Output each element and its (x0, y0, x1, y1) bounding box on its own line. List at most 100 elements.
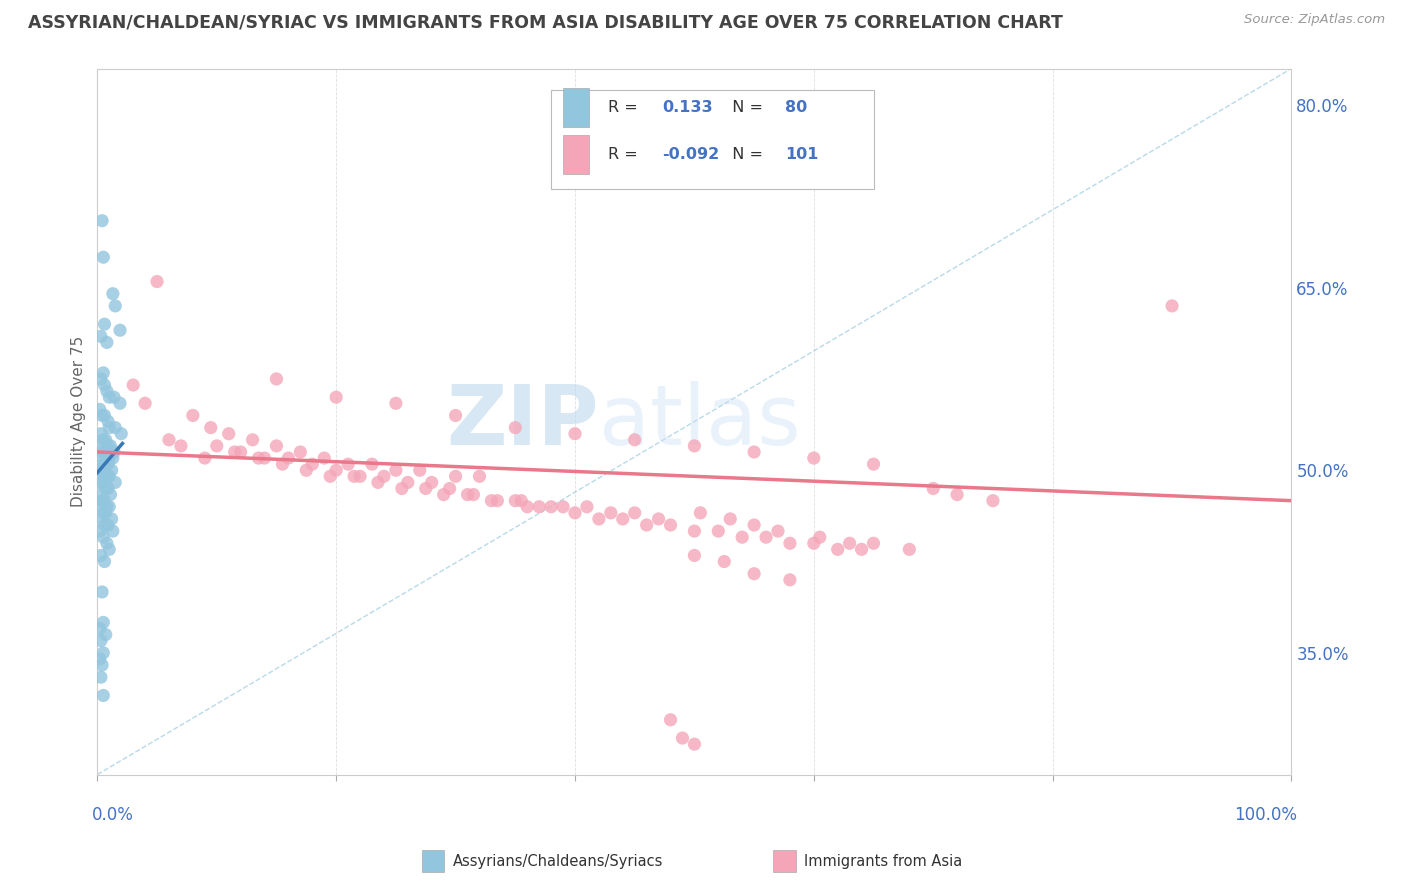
Point (683, 737, 706, 751)
Point (224, 445, 246, 459)
Point (94, 457, 117, 471)
Point (94, 627, 117, 641)
Point (91, 475, 114, 490)
Point (181, 409, 204, 423)
Point (803, 536, 825, 550)
Point (827, 542, 849, 557)
Point (486, 493, 509, 508)
Text: atlas: atlas (599, 381, 800, 462)
Point (94, 433, 117, 447)
Point (229, 445, 252, 459)
Point (91, 457, 114, 471)
Point (89, 524, 111, 538)
Point (89, 402, 111, 417)
Point (731, 530, 754, 544)
Point (361, 457, 384, 471)
Point (97, 439, 120, 453)
Point (247, 451, 270, 466)
Point (898, 542, 921, 557)
Point (266, 372, 288, 386)
Point (683, 549, 706, 563)
Point (91, 463, 114, 477)
Point (433, 487, 456, 501)
Text: -0.092: -0.092 (662, 147, 720, 161)
Point (91, 445, 114, 459)
Point (510, 493, 533, 508)
Point (808, 530, 831, 544)
Point (91, 530, 114, 544)
Point (89, 463, 111, 477)
Point (104, 299, 127, 313)
Point (104, 475, 127, 490)
Point (862, 457, 884, 471)
Point (671, 731, 693, 745)
Point (564, 426, 586, 441)
Point (89, 652, 111, 666)
Point (718, 512, 741, 526)
Point (659, 518, 682, 533)
Point (946, 487, 969, 501)
Point (385, 463, 408, 477)
Point (90, 372, 112, 386)
Point (439, 482, 461, 496)
Point (205, 439, 228, 453)
Point (766, 524, 789, 538)
Point (91, 646, 114, 660)
Point (91, 250, 114, 264)
Point (97, 482, 120, 496)
Point (851, 542, 873, 557)
Point (146, 275, 169, 289)
Point (516, 500, 538, 514)
Point (803, 451, 825, 466)
Point (290, 445, 312, 459)
FancyBboxPatch shape (562, 88, 589, 128)
Point (100, 512, 122, 526)
Point (91, 213, 114, 227)
Point (96, 469, 118, 483)
Point (96, 536, 118, 550)
Point (373, 469, 395, 483)
Point (444, 409, 467, 423)
Point (325, 463, 347, 477)
Point (100, 487, 122, 501)
Point (266, 439, 288, 453)
Point (110, 426, 132, 441)
Point (94, 506, 117, 520)
Point (90, 451, 112, 466)
Point (93, 493, 115, 508)
Point (540, 500, 562, 514)
Point (564, 506, 586, 520)
Point (98, 451, 121, 466)
Point (463, 487, 485, 501)
Point (90, 633, 112, 648)
Point (481, 493, 503, 508)
Point (623, 433, 645, 447)
Point (396, 475, 419, 490)
Point (218, 426, 240, 441)
Text: 100.0%: 100.0% (1234, 806, 1298, 824)
Point (391, 482, 413, 496)
Point (575, 500, 598, 514)
Point (93, 555, 115, 569)
Point (713, 555, 735, 569)
Point (96, 451, 118, 466)
Point (104, 420, 127, 434)
Point (409, 463, 432, 477)
Point (91, 409, 114, 423)
Point (103, 445, 125, 459)
Point (90, 670, 112, 684)
Text: R =: R = (609, 100, 644, 115)
Point (242, 433, 264, 447)
Point (253, 451, 276, 466)
Point (93, 409, 115, 423)
Point (612, 512, 634, 526)
Point (96, 335, 118, 350)
Point (503, 493, 526, 508)
Point (599, 506, 621, 520)
Point (385, 396, 408, 410)
Point (588, 512, 610, 526)
Point (551, 500, 574, 514)
Point (98, 469, 121, 483)
Point (647, 512, 669, 526)
Text: Assyrians/Chaldeans/Syriacs: Assyrians/Chaldeans/Syriacs (453, 854, 664, 869)
